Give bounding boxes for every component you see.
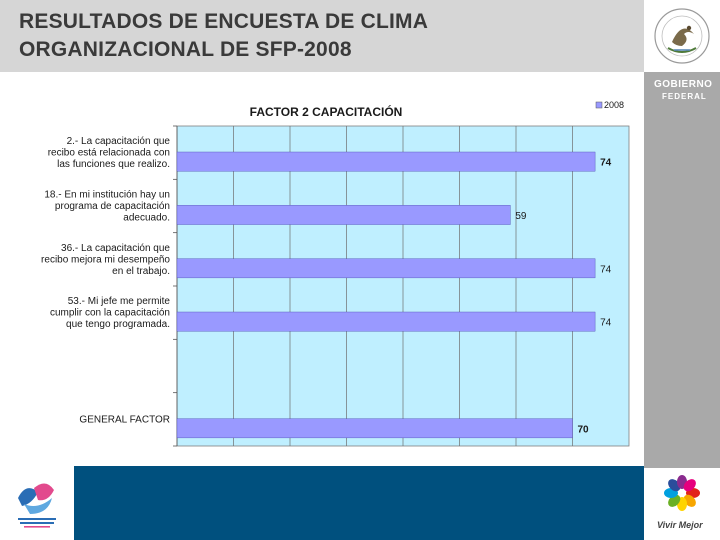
chart-legend: 2008 [595,100,624,110]
slide-title-line-1: RESULTADOS DE ENCUESTA DE CLIMA [19,10,429,33]
data-label: 70 [578,424,590,435]
category-label: GENERAL FACTOR [79,414,170,425]
vivir-mejor-label: Vivir Mejor [657,520,703,530]
category-label: las funciones que realizo. [57,159,170,170]
bar [176,418,573,439]
chart-area: FACTOR 2 CAPACITACIÓN 2008 2.- La capaci… [0,96,644,450]
category-label: en el trabajo. [112,266,170,277]
legend-swatch [595,101,603,109]
data-label: 74 [600,318,612,329]
seal-box [644,0,720,72]
category-label: recibo mejora mi desempeño [41,254,170,265]
bar-chart: FACTOR 2 CAPACITACIÓN 2008 2.- La capaci… [41,100,630,447]
mexican-coat-of-arms-seal-icon [654,8,710,64]
inmujeres-logo-icon [18,483,56,528]
instituto-nacional-de-las-mujeres-logo [12,476,62,534]
footer-band [74,466,644,540]
category-label: 2.- La capacitación que [67,136,171,147]
category-label: cumplir con la capacitación [50,308,170,319]
data-label: 74 [600,264,612,275]
bar [176,205,511,225]
legend-label: 2008 [604,100,624,110]
gobierno-label: GOBIERNO [654,79,713,90]
slide-title-line-2: ORGANIZACIONAL DE SFP-2008 [19,38,352,61]
category-label: 18.- En mi institución hay un [44,189,170,200]
data-label: 59 [515,211,527,222]
category-label: 53.- Mi jefe me permite [68,296,171,307]
category-label: que tengo programada. [66,319,170,330]
flower-petal [683,479,696,492]
gobierno-federal-logo: GOBIERNO FEDERAL [648,76,718,106]
chart-title: FACTOR 2 CAPACITACIÓN [250,104,403,119]
category-label: recibo está relacionada con [48,148,170,159]
federal-label: FEDERAL [662,92,707,101]
category-label: programa de capacitación [55,201,170,212]
right-branding-panel: GOBIERNO FEDERAL Vivir Mejor [644,0,720,540]
title-band: RESULTADOS DE ENCUESTA DE CLIMA ORGANIZA… [0,0,644,72]
category-label: 36.- La capacitación que [61,243,170,254]
vivir-mejor-flower-icon [664,475,700,511]
category-label: adecuado. [123,212,170,223]
bar [176,311,596,332]
data-label: 74 [600,158,612,169]
vivir-mejor-logo: Vivir Mejor [644,468,720,540]
flower-petals [664,475,700,511]
bar [176,258,596,279]
bar [176,151,596,172]
